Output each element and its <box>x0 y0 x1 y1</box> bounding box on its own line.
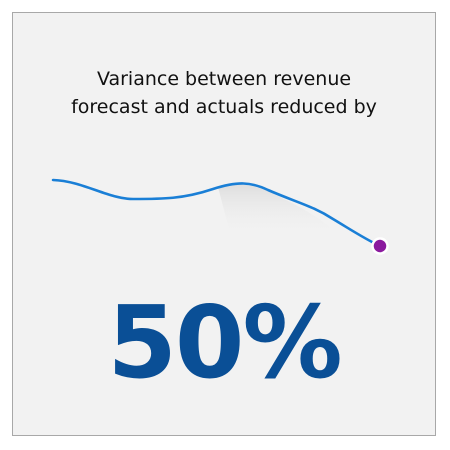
stat-headline: Variance between revenue forecast and ac… <box>13 65 435 121</box>
stat-value: 50% <box>107 284 342 401</box>
headline-line-1: Variance between revenue <box>96 68 352 90</box>
trend-shadow <box>218 184 335 237</box>
downward-trend-line-icon <box>51 178 389 255</box>
trend-line <box>51 178 382 248</box>
stat-card: Variance between revenue forecast and ac… <box>12 12 436 436</box>
headline-line-2: forecast and actuals reduced by <box>71 96 377 118</box>
trend-endpoint-marker <box>371 237 389 255</box>
